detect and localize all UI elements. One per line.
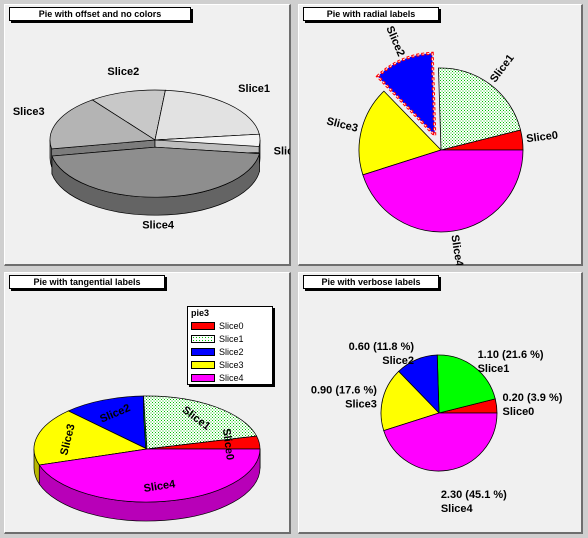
pie-slice-slice1 (436, 354, 496, 414)
legend-swatch (191, 321, 215, 330)
pie-slice-slice3 (49, 99, 157, 150)
slice-label: Slice0 (220, 428, 236, 461)
pie-slice-slice1 (438, 67, 522, 151)
pie-3d-group (49, 89, 261, 216)
pie-3d-group (33, 395, 261, 522)
pie-slice-slice4 (383, 412, 498, 472)
slice-label: Slice2 (382, 355, 414, 367)
pie-chart-radial: Slice0 Slice1 Slice2 Slice3 Slice4 (325, 24, 559, 265)
chart-title: Pie with tangential labels (9, 275, 165, 289)
pie-slice-slice4 (38, 448, 261, 503)
slice-label: Slice3 (345, 398, 377, 410)
chart-title: Pie with radial labels (303, 7, 439, 21)
slice-value-label: 0.90 (17.6 %) (311, 384, 377, 396)
pad-radial-labels[interactable]: Slice0 Slice1 Slice2 Slice3 Slice4 Pie with … (298, 4, 583, 266)
legend-entry: Slice4 (188, 371, 272, 384)
slice-label: Slice0 (274, 145, 290, 157)
chart-title: Pie with verbose labels (303, 275, 439, 289)
slice-label: Slice4 (143, 478, 177, 495)
slice-highlight (376, 52, 436, 137)
slice-value-label: 2.30 (45.1 %) (441, 489, 507, 501)
slice-label: Slice1 (488, 52, 517, 85)
legend-entry: Slice3 (188, 358, 272, 371)
pie-slice-slice4 (51, 146, 260, 198)
pie-slice-slice3 (33, 410, 149, 466)
slice-label: Slice1 (238, 83, 270, 95)
slice-label: Slice0 (526, 129, 559, 145)
pie-slice-slice1 (143, 395, 258, 450)
slice-value-label: 0.60 (11.8 %) (349, 341, 415, 353)
pie-chart-verbose: 0.20 (3.9 %) Slice0 1.10 (21.6 %) Slice1 0.6… (311, 341, 563, 515)
pie-slice-slice0 (154, 133, 261, 147)
legend-label: Slice3 (219, 359, 244, 370)
legend-entry: Slice2 (188, 345, 272, 358)
legend-swatch (191, 373, 215, 382)
pie-slice-slice4 (362, 149, 524, 233)
legend-entry: Slice1 (188, 332, 272, 345)
legend-label: Slice2 (219, 346, 244, 357)
chart-title: Pie with offset and no colors (9, 7, 191, 21)
slice-label: Slice4 (142, 220, 175, 232)
legend-swatch (191, 360, 215, 369)
slice-label: Slice4 (441, 503, 474, 515)
pad-offset-no-colors[interactable]: Slice0 Slice1 Slice2 Slice3 Slice4 Pie with … (4, 4, 291, 266)
legend-label: Slice0 (219, 320, 244, 331)
legend-entry: Slice0 (188, 319, 272, 332)
slice-label: Slice2 (383, 24, 406, 58)
legend: pie3 Slice0 Slice1 Slice2 Slice3 Slice4 (187, 306, 273, 385)
slice-label: Slice1 (478, 363, 510, 375)
slice-label: Slice4 (448, 234, 465, 265)
legend-swatch (191, 334, 215, 343)
pad-tangential-labels[interactable]: Slice0 Slice1 Slice2 Slice3 Slice4 Pie with … (4, 272, 291, 534)
legend-title: pie3 (191, 308, 210, 318)
slice-value-label: 1.10 (21.6 %) (478, 349, 544, 361)
pie-slice-slice3 (380, 370, 440, 432)
pad-verbose-labels[interactable]: 0.20 (3.9 %) Slice0 1.10 (21.6 %) Slice1 0.6… (298, 272, 583, 534)
slice-label: Slice3 (13, 106, 45, 118)
pie-slice-slice1 (154, 89, 260, 141)
slice-label: Slice2 (107, 66, 139, 78)
legend-swatch (191, 347, 215, 356)
pie-slice-slice3 (358, 90, 442, 176)
slice-label: Slice3 (325, 115, 359, 134)
slice-label: Slice0 (503, 406, 535, 418)
slice-value-label: 0.20 (3.9 %) (503, 392, 563, 404)
legend-label: Slice1 (219, 333, 244, 344)
pie-slice-slice2 (67, 395, 148, 450)
pie-chart-offset: Slice0 Slice1 Slice2 Slice3 Slice4 (13, 66, 290, 232)
legend-label: Slice4 (219, 372, 244, 383)
pie-slice-slice2 (91, 89, 166, 141)
